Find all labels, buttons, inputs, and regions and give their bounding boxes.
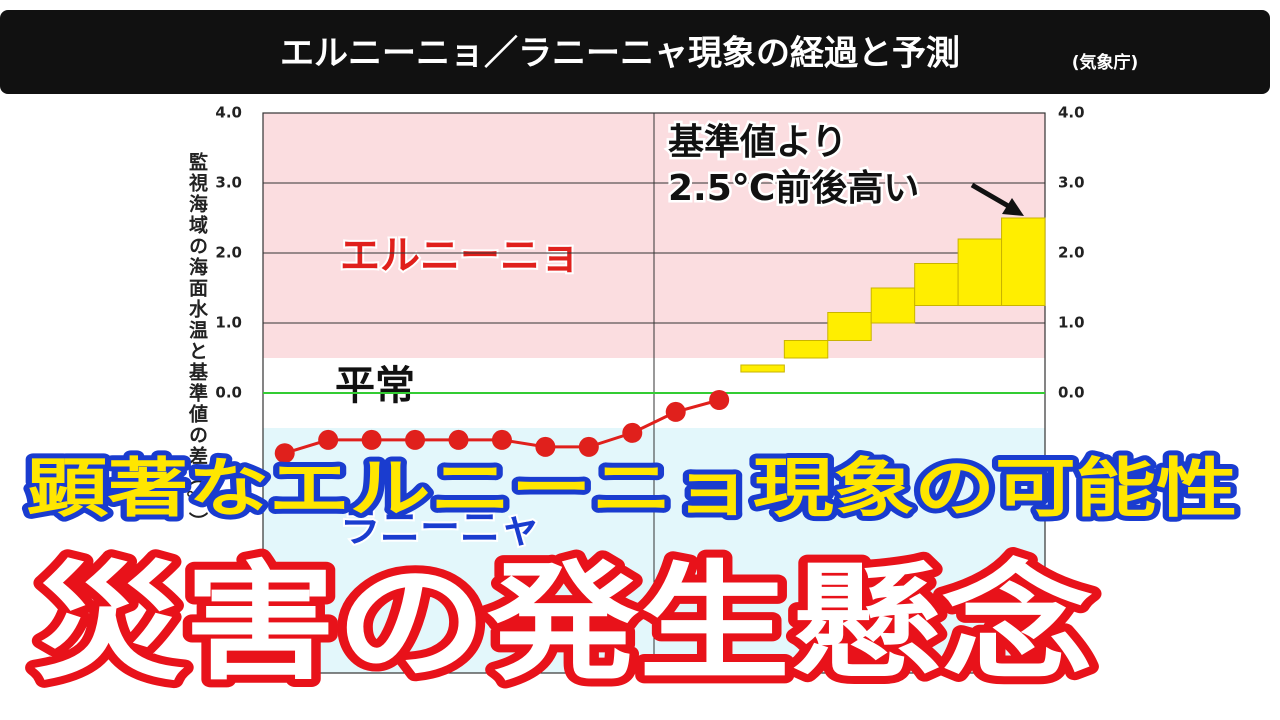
data-point bbox=[361, 429, 382, 450]
forecast-range bbox=[740, 364, 785, 373]
title-bar bbox=[0, 10, 1270, 94]
data-point bbox=[448, 429, 469, 450]
data-point bbox=[405, 429, 426, 450]
region-label: ラニーニャ bbox=[340, 505, 540, 551]
y-axis-label: 監視海域の海面水温と基準値の差（℃） bbox=[186, 151, 209, 533]
y-tick-label: 4.0 bbox=[215, 104, 242, 122]
annotation-arrowhead bbox=[1002, 198, 1024, 216]
data-point bbox=[622, 422, 643, 443]
forecast-range bbox=[870, 287, 916, 324]
y-tick-label: 3.0 bbox=[215, 174, 242, 192]
y2-tick-label: 3.0 bbox=[1058, 174, 1085, 192]
annotation: 2.5℃前後高い bbox=[668, 168, 919, 209]
data-point bbox=[535, 436, 556, 457]
data-point bbox=[665, 401, 686, 422]
region-label: 平常 bbox=[335, 363, 415, 409]
forecast-range bbox=[957, 238, 1003, 306]
annotation-arrow bbox=[970, 182, 1012, 210]
y-tick-label: 1.0 bbox=[215, 314, 242, 332]
data-point bbox=[318, 429, 339, 450]
main-caption: 災害の発生懸念 bbox=[33, 549, 1093, 698]
y-tick-label: 0.0 bbox=[215, 384, 242, 402]
data-point bbox=[274, 443, 295, 464]
region-label: エルニーニョ bbox=[340, 233, 580, 279]
forecast-range bbox=[827, 312, 872, 341]
y2-tick-label: 1.0 bbox=[1058, 314, 1085, 332]
data-point bbox=[578, 436, 599, 457]
y2-tick-label: 0.0 bbox=[1058, 384, 1085, 402]
forecast-range bbox=[914, 263, 959, 306]
source: (気象庁) bbox=[1072, 52, 1139, 73]
forecast-range bbox=[1001, 217, 1046, 306]
data-point bbox=[491, 429, 512, 450]
headline: 顕著なエルニーニョ現象の可能性 bbox=[27, 453, 1237, 527]
title: エルニーニョ／ラニーニャ現象の経過と予測 bbox=[280, 34, 960, 74]
y2-tick-label: 2.0 bbox=[1058, 244, 1085, 262]
annotation: 基準値より bbox=[668, 122, 847, 163]
forecast-range bbox=[783, 340, 829, 359]
y2-tick-label: 4.0 bbox=[1058, 104, 1085, 122]
data-point bbox=[709, 390, 730, 410]
y-tick-label: 2.0 bbox=[215, 244, 242, 262]
